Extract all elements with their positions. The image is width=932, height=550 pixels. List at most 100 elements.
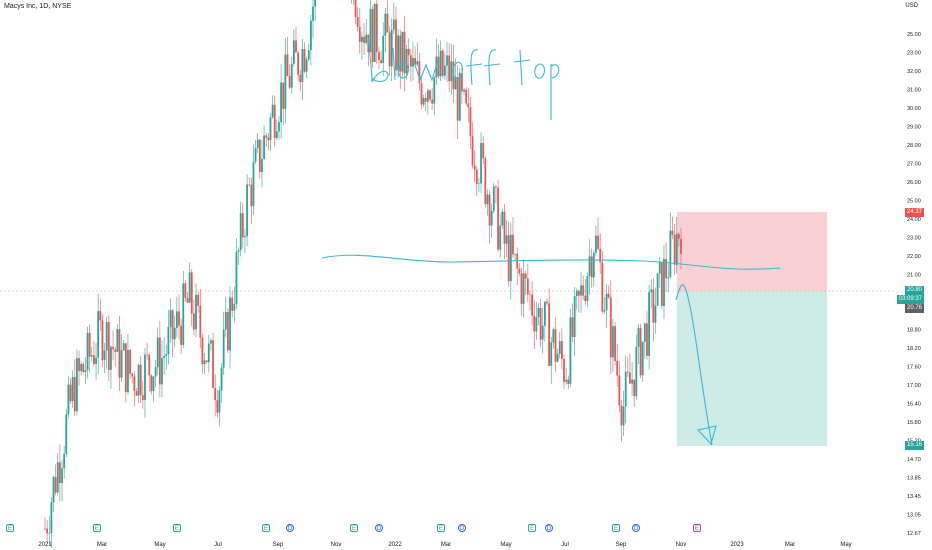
currency-label: USD bbox=[905, 3, 918, 9]
candle-body bbox=[677, 233, 680, 239]
candle-body bbox=[173, 327, 176, 340]
price-tick-label: 25.00 bbox=[907, 198, 921, 204]
candle-body bbox=[582, 285, 585, 296]
candle-body bbox=[669, 230, 672, 278]
stop-loss-zone[interactable] bbox=[677, 212, 827, 291]
candle-body bbox=[299, 74, 302, 83]
candle-body bbox=[629, 372, 631, 384]
candle-body bbox=[82, 363, 85, 372]
candle-body bbox=[569, 317, 572, 384]
candle-body bbox=[531, 294, 534, 316]
candle-body bbox=[405, 48, 408, 74]
candle-body bbox=[214, 387, 217, 401]
candle-body bbox=[663, 259, 665, 306]
candle-body bbox=[378, 52, 380, 61]
symbol-title: Macys Inc, 1D, NYSE bbox=[4, 3, 72, 10]
candle-body bbox=[577, 290, 580, 296]
candle-body bbox=[269, 117, 272, 141]
earnings-marker[interactable]: E bbox=[93, 524, 101, 532]
candle-body bbox=[654, 305, 657, 323]
candle-body bbox=[401, 31, 404, 72]
candle-body bbox=[67, 384, 70, 415]
earnings-marker[interactable]: E bbox=[6, 524, 14, 532]
candle-body bbox=[650, 289, 653, 293]
candle-body bbox=[443, 65, 446, 76]
candle-body bbox=[499, 225, 502, 250]
candle-body bbox=[186, 298, 189, 303]
time-tick-label: Nov bbox=[676, 542, 687, 548]
candle-body bbox=[292, 40, 295, 64]
candle-body bbox=[56, 462, 59, 493]
candle-body bbox=[626, 371, 629, 373]
candle-body bbox=[84, 370, 87, 372]
candle-body bbox=[388, 32, 391, 67]
dividend-marker[interactable]: D bbox=[545, 524, 553, 532]
candle-body bbox=[575, 290, 578, 297]
earnings-marker[interactable]: E bbox=[693, 524, 701, 532]
candle-body bbox=[201, 337, 204, 365]
candle-body bbox=[543, 301, 546, 326]
candle-body bbox=[560, 341, 563, 359]
candle-body bbox=[635, 346, 638, 397]
stop-price-tag: 24.37 bbox=[904, 208, 924, 217]
candle-body bbox=[120, 350, 123, 378]
candle-body bbox=[673, 234, 676, 265]
candle-body bbox=[488, 194, 491, 226]
dividend-marker[interactable]: D bbox=[375, 524, 383, 532]
drawn-projection-arrow[interactable] bbox=[675, 284, 713, 446]
earnings-marker[interactable]: E bbox=[262, 524, 270, 532]
candle-body bbox=[280, 82, 283, 123]
candle-body bbox=[537, 307, 540, 318]
candle-body bbox=[137, 364, 140, 396]
candle-body bbox=[116, 329, 119, 352]
time-tick-label: May bbox=[154, 542, 165, 548]
price-tick-label: 17.60 bbox=[907, 365, 921, 371]
dividend-marker[interactable]: D bbox=[632, 524, 640, 532]
price-tick-label: 17.00 bbox=[907, 383, 921, 389]
earnings-marker[interactable]: E bbox=[612, 524, 620, 532]
price-tick-label: 13.45 bbox=[907, 494, 921, 500]
candle-body bbox=[675, 233, 678, 265]
time-tick-label: Mar bbox=[97, 542, 107, 548]
candle-body bbox=[546, 301, 548, 304]
candle-body bbox=[290, 63, 293, 88]
time-tick-label: Mar bbox=[441, 542, 451, 548]
earnings-marker[interactable]: E bbox=[528, 524, 536, 532]
candle-body bbox=[307, 50, 310, 60]
price-tick-label: 26.00 bbox=[907, 180, 921, 186]
candle-body bbox=[212, 340, 214, 388]
earnings-marker[interactable]: E bbox=[437, 524, 445, 532]
candle-body bbox=[618, 375, 621, 406]
candle-body bbox=[129, 349, 131, 374]
candle-body bbox=[156, 337, 159, 368]
candle-body bbox=[229, 297, 231, 351]
drawn-average-curve[interactable] bbox=[321, 254, 781, 270]
time-tick-label: Jul bbox=[214, 542, 222, 548]
price-tick-label: 16.40 bbox=[907, 402, 921, 408]
candle-body bbox=[220, 367, 223, 391]
price-tick-label: 18.20 bbox=[907, 346, 921, 352]
price-tick-label: 27.00 bbox=[907, 161, 921, 167]
candle-body bbox=[484, 158, 487, 205]
candle-body bbox=[418, 61, 421, 84]
candle-body bbox=[450, 61, 453, 82]
candle-body bbox=[680, 238, 682, 254]
candle-body bbox=[641, 341, 644, 376]
candle-body bbox=[224, 312, 227, 330]
candle-body bbox=[241, 213, 244, 238]
target-price-tag: 15.16 bbox=[904, 441, 924, 450]
candle-body bbox=[282, 82, 285, 109]
dividend-marker[interactable]: D bbox=[286, 524, 294, 532]
profit-target-zone[interactable] bbox=[677, 291, 827, 446]
candle-body bbox=[195, 294, 197, 330]
candle-body bbox=[637, 328, 640, 347]
earnings-marker[interactable]: E bbox=[350, 524, 358, 532]
price-axis[interactable]: 25.00 23.00 32.00 31.00 30.00 29.00 28.00 27.00… bbox=[907, 32, 921, 537]
candle-body bbox=[95, 357, 97, 364]
candle-body bbox=[458, 72, 461, 121]
dividend-marker[interactable]: D bbox=[458, 524, 466, 532]
time-axis[interactable]: 2021 Mar May Jul Sep Nov 2022 Mar May Jul Sep Nov 20… bbox=[38, 542, 851, 548]
candle-body bbox=[248, 184, 251, 186]
earnings-marker[interactable]: E bbox=[173, 524, 181, 532]
